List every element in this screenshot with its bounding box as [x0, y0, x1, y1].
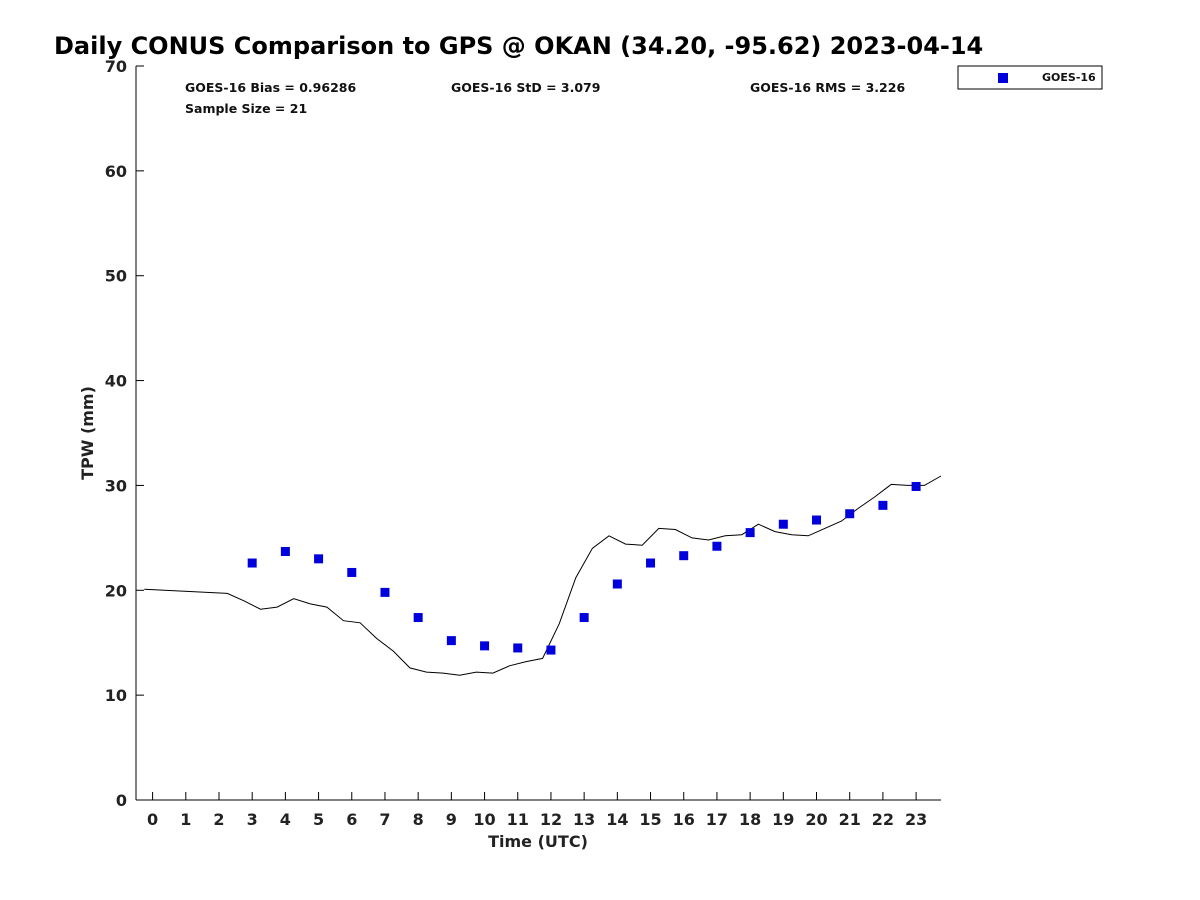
y-tick-label: 50	[105, 267, 127, 286]
goes16-data-point	[646, 558, 656, 568]
legend: GOES-16	[957, 65, 1103, 90]
chart-title: Daily CONUS Comparison to GPS @ OKAN (34…	[54, 32, 983, 60]
goes16-data-point	[679, 551, 689, 561]
x-tick-label: 9	[446, 810, 457, 829]
y-tick-label: 20	[105, 581, 127, 600]
x-tick-label: 6	[346, 810, 357, 829]
goes16-data-point	[280, 546, 290, 556]
x-tick-label: 22	[872, 810, 894, 829]
x-tick-label: 4	[280, 810, 291, 829]
stat-sample-size: Sample Size = 21	[185, 101, 307, 116]
y-tick-label: 0	[116, 791, 127, 810]
goes16-data-point	[314, 554, 324, 564]
y-tick-label: 40	[105, 372, 127, 391]
x-tick-label: 10	[473, 810, 495, 829]
y-tick-label: 30	[105, 476, 127, 495]
y-axis-label: TPW (mm)	[78, 386, 97, 480]
x-tick-label: 13	[573, 810, 595, 829]
y-tick-label: 60	[105, 162, 127, 181]
legend-marker-goes16	[998, 73, 1008, 83]
x-tick-label: 7	[379, 810, 390, 829]
goes16-data-point	[911, 481, 921, 491]
x-tick-label: 20	[805, 810, 827, 829]
goes16-data-point	[878, 500, 888, 510]
goes16-data-point	[778, 519, 788, 529]
goes16-data-point	[446, 636, 456, 646]
goes16-marker-layer	[247, 481, 921, 655]
x-tick-label: 16	[673, 810, 695, 829]
goes16-data-point	[413, 613, 423, 623]
x-tick-label: 21	[839, 810, 861, 829]
y-tick-label: 70	[105, 57, 127, 76]
goes16-data-point	[612, 579, 622, 589]
goes16-data-point	[513, 643, 523, 653]
legend-label-goes16: GOES-16	[1042, 71, 1096, 84]
legend-box	[957, 65, 1103, 90]
x-tick-label: 14	[606, 810, 628, 829]
x-tick-label: 18	[739, 810, 761, 829]
goes16-data-point	[480, 641, 490, 651]
x-tick-label: 19	[772, 810, 794, 829]
goes16-data-point	[380, 587, 390, 597]
goes16-data-point	[546, 645, 556, 655]
gps-series-line	[144, 475, 942, 676]
stat-bias: GOES-16 Bias = 0.96286	[185, 80, 356, 95]
x-tick-label: 12	[540, 810, 562, 829]
stat-rms: GOES-16 RMS = 3.226	[750, 80, 905, 95]
goes16-data-point	[812, 515, 822, 525]
x-tick-label: 11	[507, 810, 529, 829]
x-tick-label: 5	[313, 810, 324, 829]
x-tick-label: 23	[905, 810, 927, 829]
stat-std: GOES-16 StD = 3.079	[451, 80, 600, 95]
y-tick-label: 10	[105, 686, 127, 705]
x-tick-label: 17	[706, 810, 728, 829]
x-tick-label: 3	[247, 810, 258, 829]
x-tick-label: 15	[639, 810, 661, 829]
goes16-data-point	[845, 509, 855, 519]
goes16-data-point	[247, 558, 257, 568]
gps-line-layer	[144, 475, 942, 676]
x-tick-label: 2	[213, 810, 224, 829]
goes16-data-point	[579, 613, 589, 623]
x-tick-label: 1	[180, 810, 191, 829]
x-axis-label: Time (UTC)	[488, 832, 588, 851]
goes16-data-point	[745, 528, 755, 538]
x-tick-label: 0	[147, 810, 158, 829]
goes16-data-point	[347, 567, 357, 577]
goes16-data-point	[712, 541, 722, 551]
x-tick-label: 8	[413, 810, 424, 829]
